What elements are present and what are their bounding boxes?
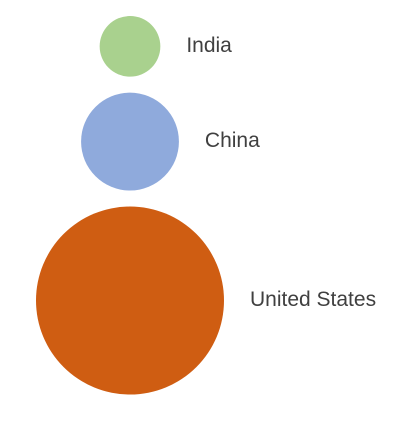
bubble-india [99,16,161,77]
bubble-label-china: China [205,129,260,152]
bubble-label-united-states: United States [250,288,376,311]
bubble-united-states [36,206,224,395]
bubble-china [81,92,179,191]
bubble-label-india: India [186,34,232,57]
